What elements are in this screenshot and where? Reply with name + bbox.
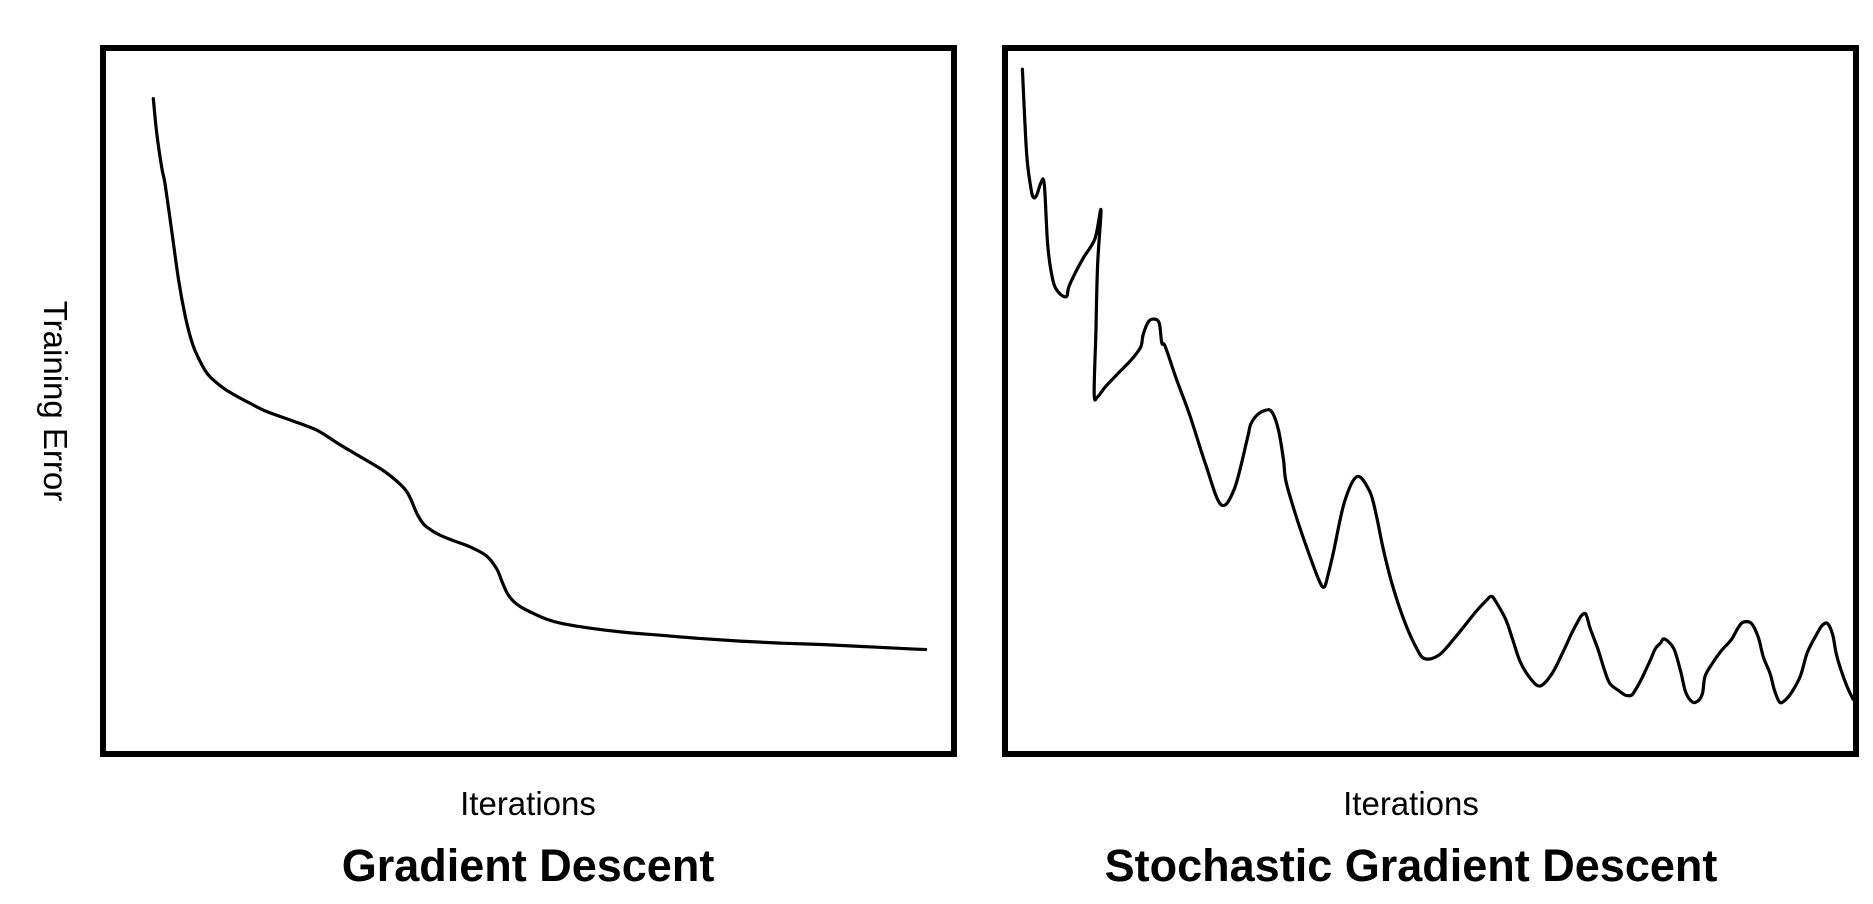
y-axis-label: Training Error xyxy=(37,301,74,502)
plot-frame-left xyxy=(100,45,957,757)
x-axis-label-right: Iterations xyxy=(1343,785,1479,822)
chart-title-left: Gradient Descent xyxy=(342,840,715,891)
chart-title-right: Stochastic Gradient Descent xyxy=(1105,840,1718,891)
x-axis-label-left: Iterations xyxy=(460,785,596,822)
gd-training-error-line xyxy=(151,97,928,652)
sgd-training-error-line xyxy=(1020,67,1855,705)
plot-frame-right xyxy=(1002,45,1859,757)
chart-gradient-descent: Training Error Iterations Gradient Desce… xyxy=(37,45,957,891)
chart-stochastic-gradient-descent: Iterations Stochastic Gradient Descent xyxy=(1002,45,1859,891)
